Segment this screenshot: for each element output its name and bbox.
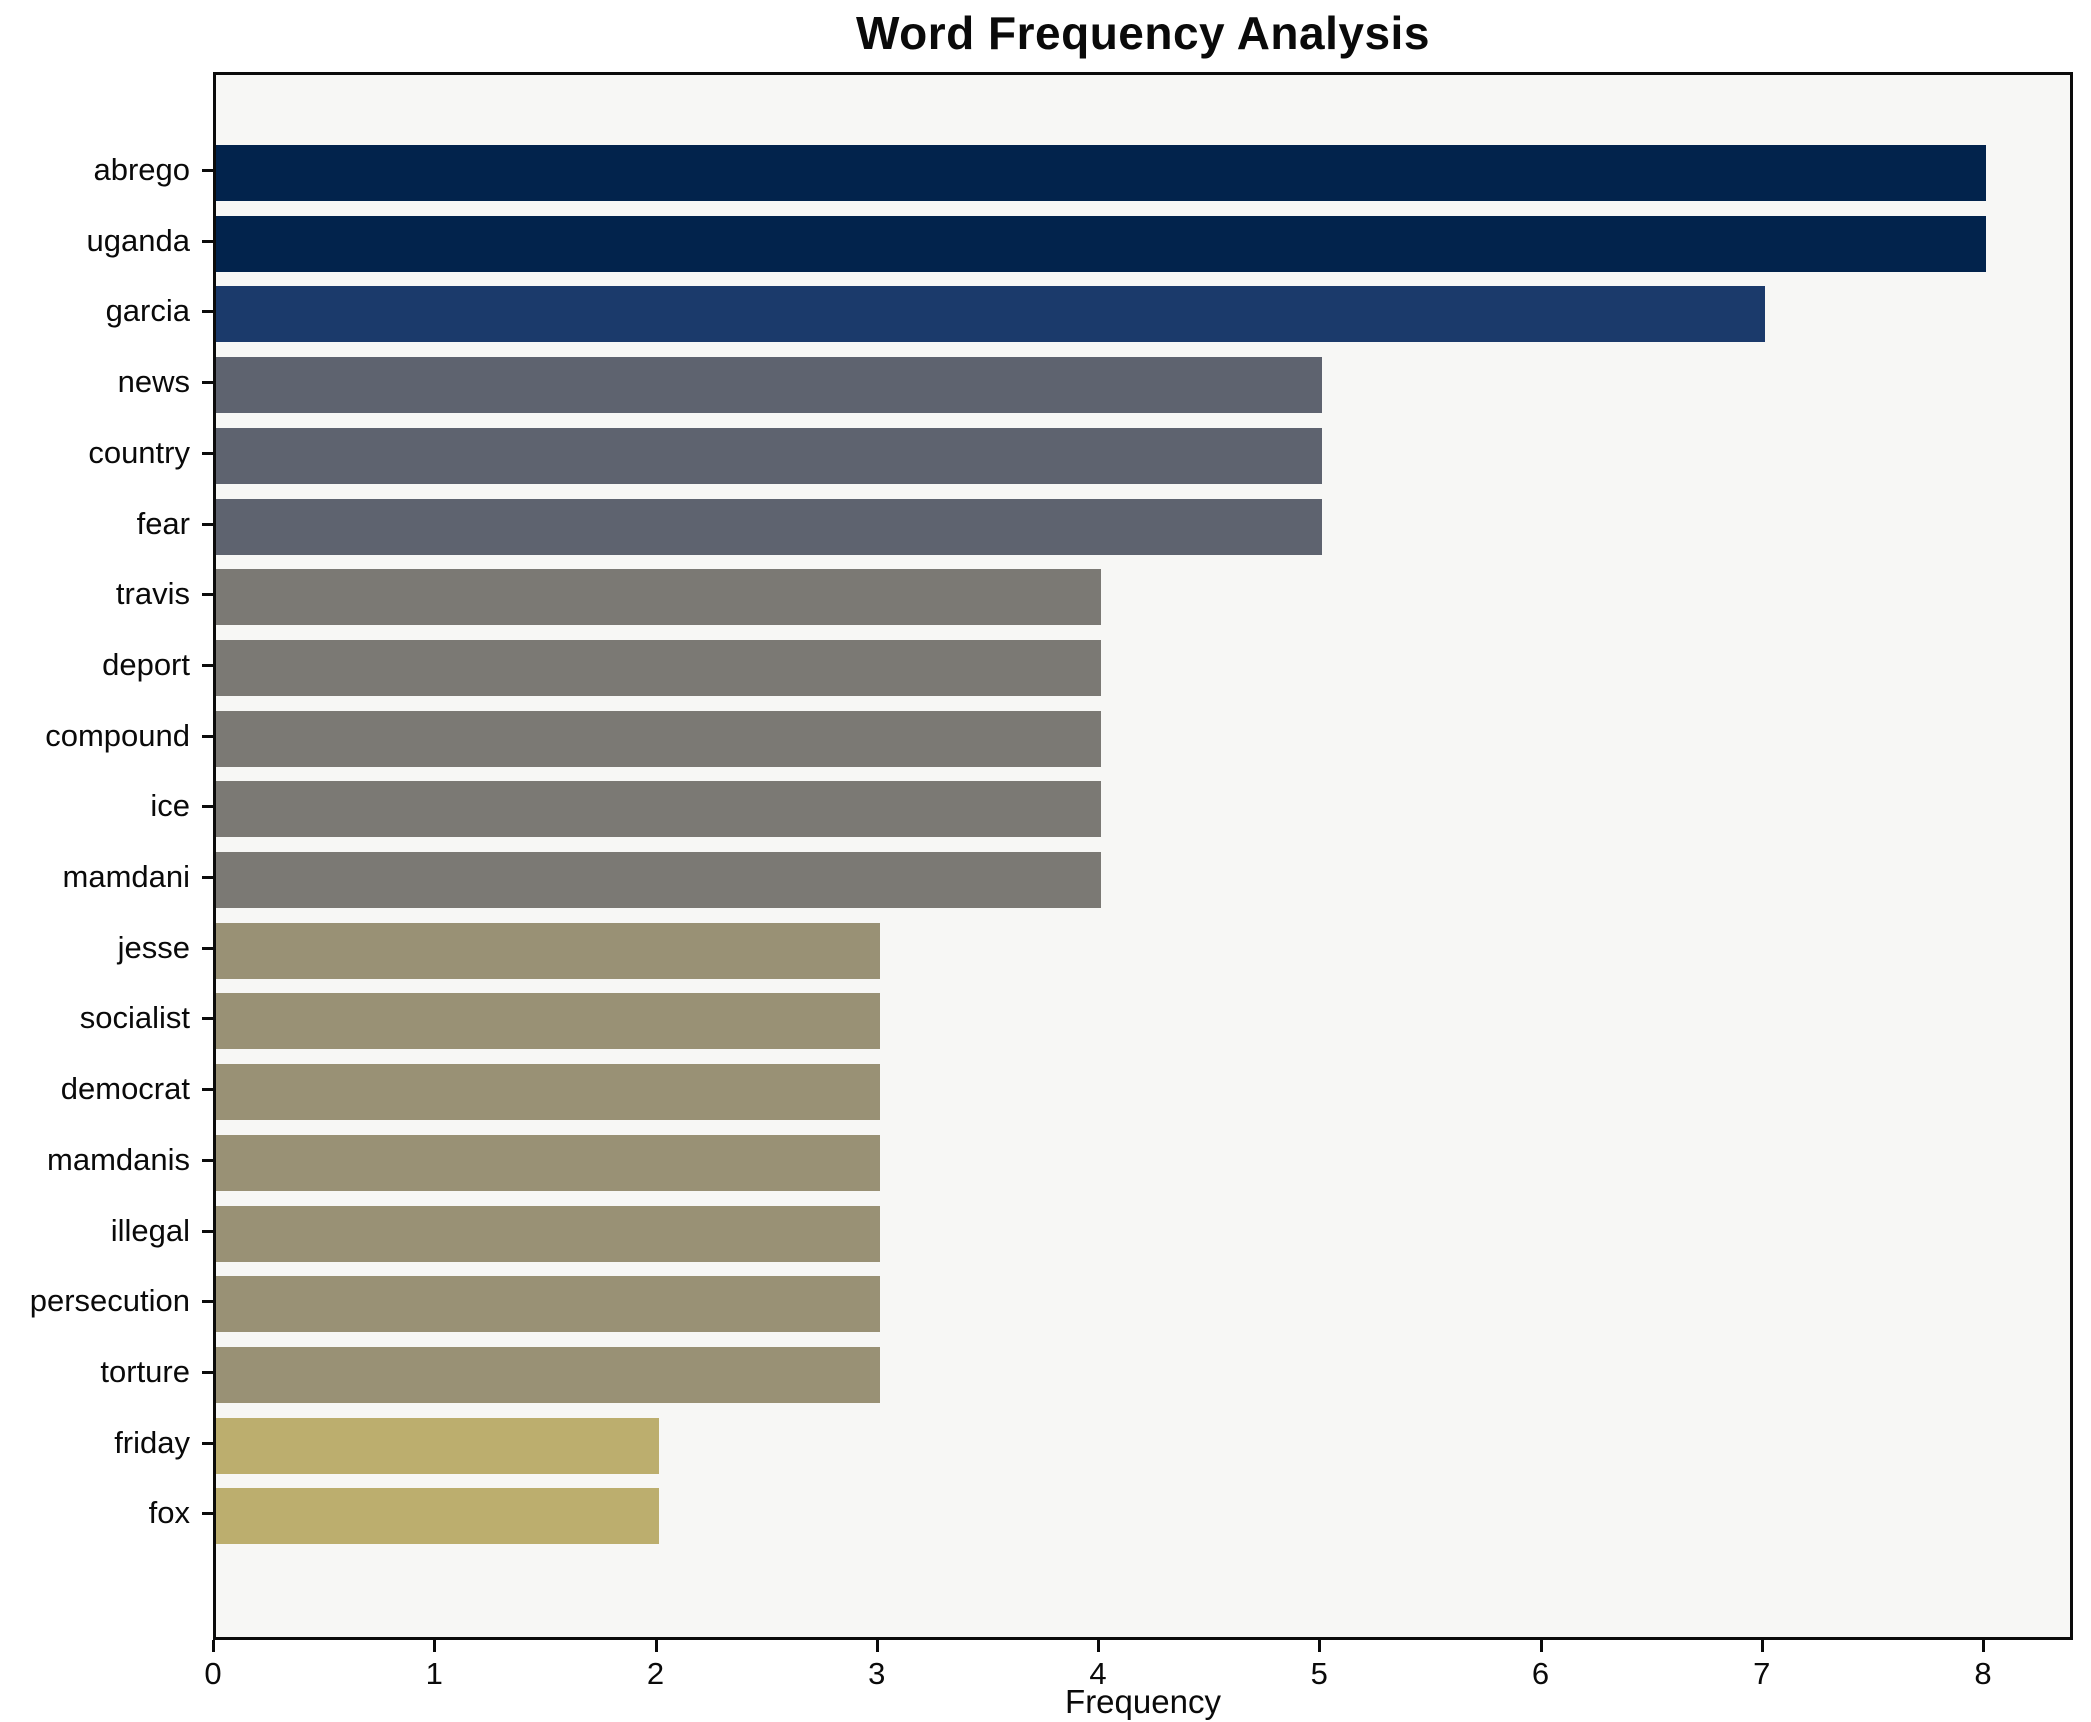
bar-democrat: [216, 1064, 880, 1121]
x-axis-label: Frequency: [1065, 1683, 1221, 1720]
bar-deport: [216, 639, 1101, 696]
y-tick-label-travis: travis: [115, 576, 190, 612]
y-tick-label-fox: fox: [148, 1495, 190, 1531]
bar-compound: [216, 710, 1101, 767]
bar-country: [216, 427, 1323, 484]
y-tick-mark: [202, 1088, 213, 1092]
y-tick-label-jesse: jesse: [117, 929, 190, 965]
y-tick-mark: [202, 451, 213, 455]
y-tick-mark: [202, 593, 213, 597]
x-tick-mark: [1318, 1640, 1322, 1652]
y-tick-mark: [202, 1300, 213, 1304]
y-tick-label-country: country: [88, 434, 190, 470]
y-tick-mark: [202, 381, 213, 385]
y-tick-mark: [202, 663, 213, 667]
bar-persecution: [216, 1276, 880, 1333]
bar-fear: [216, 498, 1323, 555]
x-tick-mark: [212, 1640, 215, 1652]
x-tick-label-7: 7: [1753, 1656, 1771, 1691]
x-tick-mark: [1539, 1640, 1543, 1652]
x-tick-label-3: 3: [868, 1656, 886, 1691]
x-tick-mark: [1097, 1640, 1100, 1652]
bar-friday: [216, 1417, 659, 1474]
y-tick-label-torture: torture: [100, 1353, 190, 1389]
x-tick-label-5: 5: [1310, 1656, 1328, 1691]
plot-area: [213, 72, 2073, 1640]
x-tick-label-2: 2: [646, 1656, 665, 1691]
y-tick-label-abrego: abrego: [93, 152, 190, 187]
y-tick-label-illegal: illegal: [110, 1212, 190, 1248]
y-tick-label-ice: ice: [150, 788, 190, 824]
y-tick-label-garcia: garcia: [105, 293, 190, 329]
y-tick-label-democrat: democrat: [60, 1071, 190, 1107]
chart-title: Word Frequency Analysis: [856, 7, 1430, 59]
y-tick-label-mamdanis: mamdanis: [47, 1141, 190, 1177]
x-tick-label-6: 6: [1531, 1656, 1550, 1691]
y-tick-label-news: news: [117, 364, 190, 400]
bar-fox: [216, 1488, 659, 1545]
y-tick-label-mamdani: mamdani: [62, 859, 191, 894]
y-tick-mark: [202, 1017, 213, 1021]
x-tick-mark: [1760, 1640, 1764, 1652]
bar-torture: [216, 1346, 880, 1403]
bar-news: [216, 357, 1323, 414]
x-tick-label-1: 1: [425, 1656, 443, 1691]
x-tick-mark: [1982, 1640, 1985, 1652]
y-tick-label-uganda: uganda: [86, 222, 190, 258]
y-tick-label-deport: deport: [102, 646, 190, 682]
y-tick-mark: [202, 946, 213, 950]
y-tick-mark: [202, 805, 213, 809]
y-tick-label-compound: compound: [45, 717, 190, 753]
y-tick-mark: [202, 1441, 213, 1445]
y-tick-mark: [202, 1512, 213, 1516]
y-tick-mark: [202, 310, 213, 314]
bar-illegal: [216, 1205, 880, 1262]
x-tick-mark: [654, 1640, 658, 1652]
bar-garcia: [216, 286, 1765, 343]
y-tick-mark: [202, 239, 213, 243]
x-tick-mark: [875, 1640, 879, 1652]
y-tick-mark: [202, 876, 213, 879]
x-tick-label-8: 8: [1974, 1656, 1992, 1691]
y-tick-label-friday: friday: [114, 1424, 190, 1460]
y-tick-mark: [202, 1370, 213, 1374]
y-tick-mark: [202, 1158, 213, 1162]
y-tick-mark: [202, 734, 213, 738]
x-tick-mark: [433, 1640, 437, 1652]
bar-abrego: [216, 145, 1986, 201]
x-tick-label-0: 0: [204, 1656, 222, 1691]
y-tick-mark: [202, 169, 213, 172]
y-tick-label-fear: fear: [136, 505, 190, 541]
bar-travis: [216, 569, 1101, 626]
bar-ice: [216, 781, 1101, 838]
y-tick-label-socialist: socialist: [79, 1000, 190, 1036]
bar-socialist: [216, 993, 880, 1050]
bar-uganda: [216, 215, 1986, 272]
bar-mamdani: [216, 852, 1101, 908]
y-tick-mark: [202, 1229, 213, 1233]
bar-mamdanis: [216, 1134, 880, 1191]
x-tick-label-4: 4: [1089, 1656, 1107, 1691]
y-tick-mark: [202, 522, 213, 526]
y-tick-label-persecution: persecution: [29, 1283, 190, 1319]
bar-jesse: [216, 922, 880, 979]
